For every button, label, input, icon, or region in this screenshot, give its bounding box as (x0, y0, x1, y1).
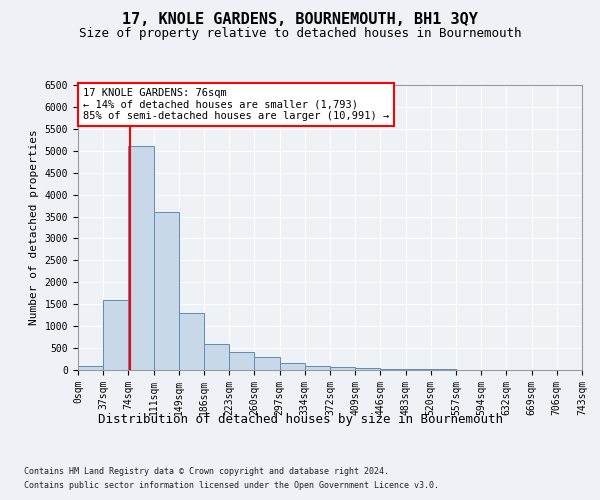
Bar (128, 146, 154, 370)
Bar (204, 344, 229, 370)
Text: Contains public sector information licensed under the Open Government Licence v3: Contains public sector information licen… (24, 481, 439, 490)
Text: Distribution of detached houses by size in Bournemouth: Distribution of detached houses by size … (97, 412, 503, 426)
Bar (154, 212, 179, 370)
Text: Size of property relative to detached houses in Bournemouth: Size of property relative to detached ho… (79, 28, 521, 40)
Bar (305, 366, 330, 370)
Y-axis label: Number of detached properties: Number of detached properties (29, 130, 39, 326)
Bar (103, 300, 128, 370)
Bar (229, 352, 254, 370)
Bar (330, 368, 355, 370)
Bar (78, 366, 103, 370)
Bar (406, 369, 431, 370)
Bar (254, 357, 280, 370)
Text: Contains HM Land Registry data © Crown copyright and database right 2024.: Contains HM Land Registry data © Crown c… (24, 468, 389, 476)
Text: 17 KNOLE GARDENS: 76sqm
← 14% of detached houses are smaller (1,793)
85% of semi: 17 KNOLE GARDENS: 76sqm ← 14% of detache… (83, 88, 389, 121)
Bar (380, 368, 406, 370)
Bar (280, 364, 305, 370)
Text: 17, KNOLE GARDENS, BOURNEMOUTH, BH1 3QY: 17, KNOLE GARDENS, BOURNEMOUTH, BH1 3QY (122, 12, 478, 28)
Bar (179, 313, 204, 370)
Bar (355, 368, 380, 370)
